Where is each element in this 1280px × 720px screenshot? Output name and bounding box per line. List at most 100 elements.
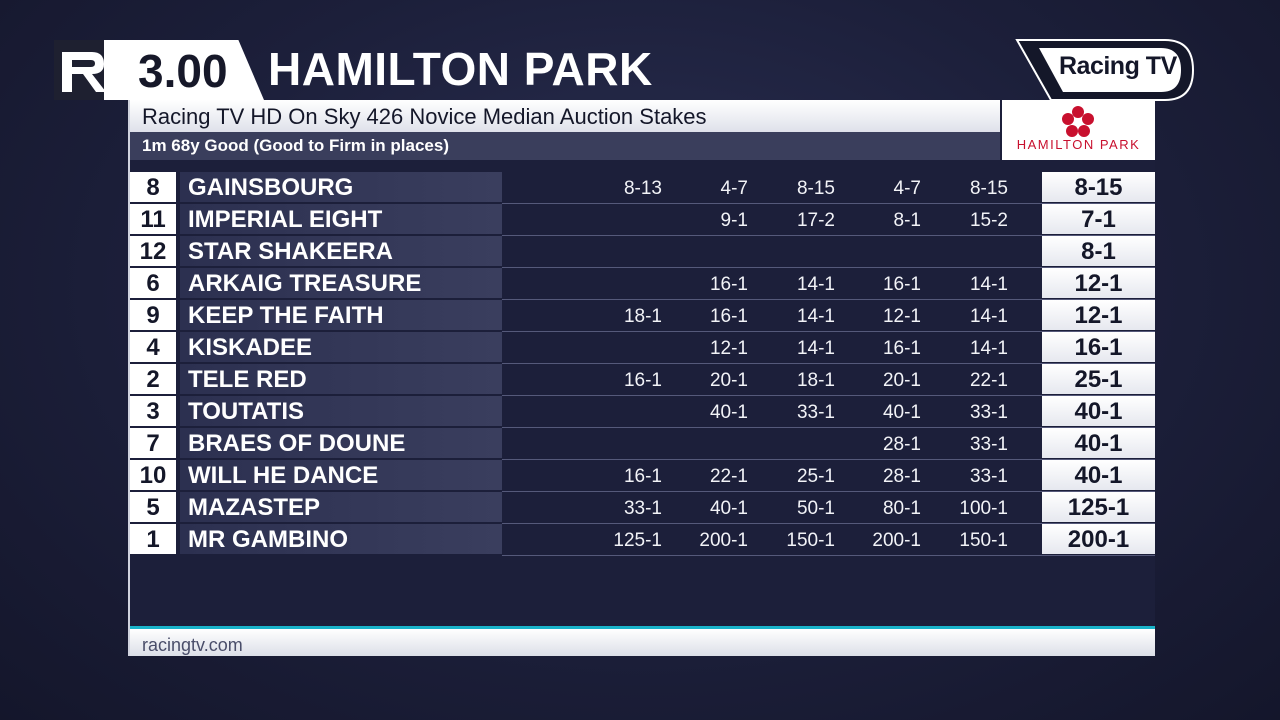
horse-name: KEEP THE FAITH — [180, 300, 502, 330]
odds-history-5: 33-1 — [969, 402, 1008, 423]
runner-number: 1 — [130, 524, 176, 554]
race-time: 3.00 — [138, 45, 228, 97]
odds-history-2: 12-1 — [709, 338, 748, 359]
runner-number: 12 — [130, 236, 176, 266]
row-divider — [502, 555, 1155, 556]
current-odds: 7-1 — [1042, 204, 1155, 234]
runner-row: 2 TELE RED 16-1 20-1 18-1 20-1 22-1 25-1 — [130, 364, 1155, 396]
row-divider — [502, 267, 1155, 268]
runner-row: 9 KEEP THE FAITH 18-1 16-1 14-1 12-1 14-1 12-1 — [130, 300, 1155, 332]
row-divider — [502, 427, 1155, 428]
odds-history-4: 12-1 — [882, 306, 921, 327]
odds-history-3: 14-1 — [796, 338, 835, 359]
odds-history-3: 17-2 — [796, 210, 835, 231]
row-divider — [502, 523, 1155, 524]
odds-history-3 — [765, 428, 835, 458]
odds-history-1 — [592, 428, 662, 458]
odds-history-2: 200-1 — [699, 530, 748, 551]
horse-name: IMPERIAL EIGHT — [180, 204, 502, 234]
horse-name: MR GAMBINO — [180, 524, 502, 554]
current-odds: 12-1 — [1042, 300, 1155, 330]
current-odds: 40-1 — [1042, 396, 1155, 426]
runner-row: 11 IMPERIAL EIGHT 9-1 17-2 8-1 15-2 7-1 — [130, 204, 1155, 236]
horse-name: BRAES OF DOUNE — [180, 428, 502, 458]
current-odds: 8-1 — [1042, 236, 1155, 266]
odds-history-1: 16-1 — [623, 466, 662, 487]
runner-number: 10 — [130, 460, 176, 490]
horse-name: TELE RED — [180, 364, 502, 394]
odds-history-4: 8-1 — [893, 210, 921, 231]
odds-history-3: 25-1 — [796, 466, 835, 487]
runner-row: 8 GAINSBOURG 8-13 4-7 8-15 4-7 8-15 8-15 — [130, 172, 1155, 204]
odds-history-5: 33-1 — [969, 466, 1008, 487]
odds-history-2: 16-1 — [709, 274, 748, 295]
row-divider — [502, 203, 1155, 204]
odds-history-1 — [592, 236, 662, 266]
odds-history-4: 4-7 — [893, 178, 921, 199]
odds-history-5: 14-1 — [969, 306, 1008, 327]
odds-history-4: 28-1 — [882, 466, 921, 487]
odds-history-5: 100-1 — [959, 498, 1008, 519]
runner-number: 5 — [130, 492, 176, 522]
odds-history-1: 33-1 — [623, 498, 662, 519]
current-odds: 200-1 — [1042, 524, 1155, 554]
runner-row: 1 MR GAMBINO 125-1 200-1 150-1 200-1 150-1 200-… — [130, 524, 1155, 556]
current-odds: 40-1 — [1042, 460, 1155, 490]
racingtv-logo: Racing TV — [1015, 38, 1195, 102]
runner-number: 3 — [130, 396, 176, 426]
odds-history-3: 150-1 — [786, 530, 835, 551]
course-title: HAMILTON PARK — [268, 43, 653, 95]
horse-name: WILL HE DANCE — [180, 460, 502, 490]
runner-number: 2 — [130, 364, 176, 394]
odds-history-4: 200-1 — [872, 530, 921, 551]
odds-history-5: 14-1 — [969, 274, 1008, 295]
runner-row: 12 STAR SHAKEERA 8-1 — [130, 236, 1155, 268]
runner-number: 6 — [130, 268, 176, 298]
race-meta: 1m 68y Good (Good to Firm in places) — [130, 132, 1000, 160]
runner-row: 10 WILL HE DANCE 16-1 22-1 25-1 28-1 33-1 40-1 — [130, 460, 1155, 492]
current-odds: 8-15 — [1042, 172, 1155, 202]
odds-history-3: 18-1 — [796, 370, 835, 391]
odds-history-3 — [765, 236, 835, 266]
odds-history-5: 15-2 — [969, 210, 1008, 231]
runner-row: 3 TOUTATIS 40-1 33-1 40-1 33-1 40-1 — [130, 396, 1155, 428]
current-odds: 25-1 — [1042, 364, 1155, 394]
racingtv-logo-text: Racing TV — [1059, 52, 1177, 80]
horse-name: GAINSBOURG — [180, 172, 502, 202]
row-divider — [502, 235, 1155, 236]
row-divider — [502, 331, 1155, 332]
odds-history-1 — [592, 268, 662, 298]
current-odds: 16-1 — [1042, 332, 1155, 362]
row-divider — [502, 395, 1155, 396]
odds-history-2: 22-1 — [709, 466, 748, 487]
odds-history-4: 20-1 — [882, 370, 921, 391]
runner-row: 5 MAZASTEP 33-1 40-1 50-1 80-1 100-1 125-1 — [130, 492, 1155, 524]
horse-name: TOUTATIS — [180, 396, 502, 426]
odds-history-4: 40-1 — [882, 402, 921, 423]
odds-history-2: 16-1 — [709, 306, 748, 327]
horse-name: KISKADEE — [180, 332, 502, 362]
odds-history-5: 22-1 — [969, 370, 1008, 391]
current-odds: 125-1 — [1042, 492, 1155, 522]
horse-name: MAZASTEP — [180, 492, 502, 522]
odds-history-1: 8-13 — [623, 178, 662, 199]
odds-history-1 — [592, 396, 662, 426]
odds-history-4: 16-1 — [882, 338, 921, 359]
runner-row: 7 BRAES OF DOUNE 28-1 33-1 40-1 — [130, 428, 1155, 460]
odds-history-1: 125-1 — [613, 530, 662, 551]
odds-history-3: 14-1 — [796, 306, 835, 327]
horse-name: STAR SHAKEERA — [180, 236, 502, 266]
runner-number: 9 — [130, 300, 176, 330]
runner-number: 7 — [130, 428, 176, 458]
odds-history-2: 9-1 — [720, 210, 748, 231]
odds-history-2: 4-7 — [720, 178, 748, 199]
runner-number: 4 — [130, 332, 176, 362]
footer-url: racingtv.com — [130, 626, 1155, 656]
runner-row: 4 KISKADEE 12-1 14-1 16-1 14-1 16-1 — [130, 332, 1155, 364]
odds-history-5: 33-1 — [969, 434, 1008, 455]
hamilton-park-logo: HAMILTON PARK — [1002, 100, 1155, 160]
odds-history-3: 14-1 — [796, 274, 835, 295]
odds-history-4: 80-1 — [882, 498, 921, 519]
odds-history-3: 8-15 — [796, 178, 835, 199]
horse-name: ARKAIG TREASURE — [180, 268, 502, 298]
